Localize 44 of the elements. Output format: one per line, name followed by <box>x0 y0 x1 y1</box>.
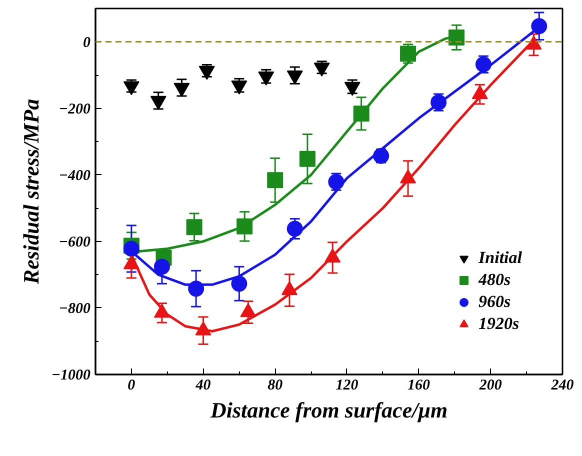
point <box>299 150 316 167</box>
point <box>150 96 166 110</box>
legend-label: 480s <box>478 270 511 290</box>
point <box>236 218 253 234</box>
y-tick-label: 0 <box>83 34 91 51</box>
point <box>231 80 248 95</box>
point <box>286 220 303 237</box>
point <box>267 172 284 188</box>
point <box>231 276 248 292</box>
y-tick-label: −600 <box>58 234 91 250</box>
point <box>198 66 215 80</box>
point <box>314 62 330 77</box>
point <box>344 82 360 96</box>
legend-label: 960s <box>478 292 511 312</box>
legend-label: 1920s <box>478 314 520 334</box>
point <box>188 280 204 297</box>
point <box>154 258 170 275</box>
point <box>123 255 140 270</box>
point <box>154 304 170 318</box>
point <box>353 106 370 122</box>
x-axis-title: Distance from surface/μm <box>209 398 448 422</box>
point <box>195 321 212 336</box>
legend-label: Initial <box>478 248 522 268</box>
point <box>186 219 202 236</box>
point <box>286 70 303 85</box>
x-tick-label: 160 <box>408 378 431 394</box>
point <box>123 81 140 96</box>
y-axis-title: Residual stress/MPa <box>18 98 44 286</box>
y-tick-label: −400 <box>58 168 91 184</box>
y-tick-label: −200 <box>58 101 91 118</box>
point <box>281 281 298 296</box>
y-tick-label: −1000 <box>51 368 91 384</box>
point <box>123 240 140 257</box>
x-tick-label: 240 <box>550 378 574 394</box>
point <box>240 303 256 318</box>
point <box>258 72 274 86</box>
x-tick-label: 200 <box>478 378 502 394</box>
point <box>324 248 341 263</box>
x-tick-label: 0 <box>128 378 136 394</box>
point <box>174 82 190 97</box>
x-tick-label: 120 <box>336 378 359 394</box>
x-tick-label: 40 <box>194 378 212 394</box>
y-tick-label: −800 <box>58 300 91 317</box>
x-tick-label: 80 <box>268 378 284 394</box>
